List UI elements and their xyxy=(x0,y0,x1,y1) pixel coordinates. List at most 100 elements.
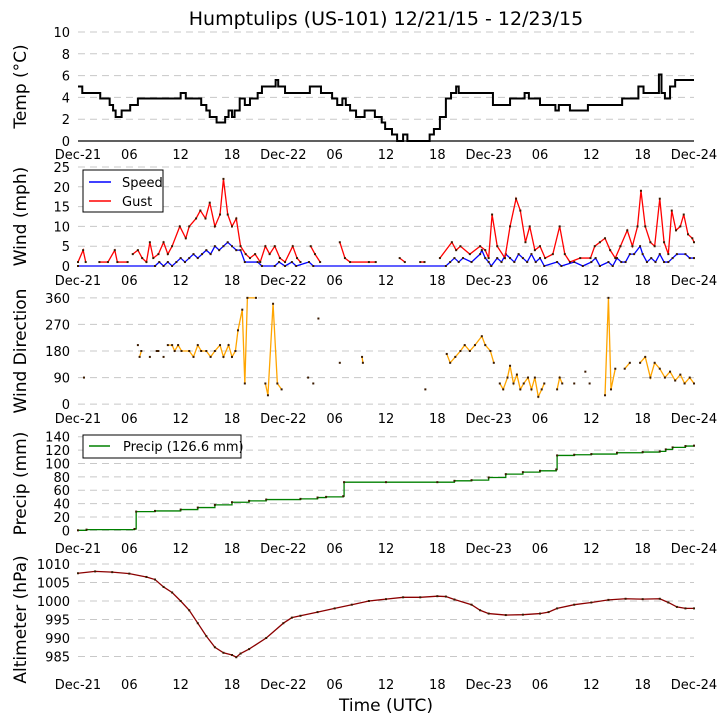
data-point xyxy=(636,225,639,228)
data-point xyxy=(208,201,211,204)
data-point xyxy=(593,245,596,248)
data-point xyxy=(231,245,233,248)
data-point xyxy=(693,241,695,244)
y-tick-label: 10 xyxy=(53,26,70,41)
data-point xyxy=(490,265,493,267)
data-point xyxy=(573,453,576,456)
data-point xyxy=(436,595,439,598)
data-point xyxy=(200,350,203,352)
data-point xyxy=(226,213,229,216)
x-tick-label: 12 xyxy=(583,542,600,557)
data-point xyxy=(607,598,610,601)
data-point xyxy=(628,253,631,256)
data-point xyxy=(235,656,238,659)
data-point xyxy=(526,261,529,264)
series-direction xyxy=(82,296,695,399)
x-tick-label: 18 xyxy=(634,274,651,289)
legend-label: Speed xyxy=(122,176,163,191)
data-point xyxy=(509,257,512,260)
data-point xyxy=(521,613,524,616)
x-tick-label: 06 xyxy=(326,274,343,289)
data-point xyxy=(436,481,439,484)
data-point xyxy=(254,253,257,256)
data-point xyxy=(135,510,138,513)
x-tick-label: Dec-22 xyxy=(260,678,306,693)
x-tick-label: 06 xyxy=(326,542,343,557)
data-point xyxy=(573,603,576,606)
data-point xyxy=(312,265,315,267)
y-tick-label: 2 xyxy=(62,113,70,128)
data-point xyxy=(653,361,656,364)
data-point xyxy=(579,257,582,260)
data-point xyxy=(231,355,233,358)
x-tick-label: 18 xyxy=(224,412,241,427)
data-point xyxy=(236,329,239,332)
data-point xyxy=(98,261,101,264)
series-line xyxy=(604,297,616,396)
data-point xyxy=(581,265,584,267)
y-tick-label: 20 xyxy=(53,511,70,526)
data-point xyxy=(188,257,191,260)
data-point xyxy=(453,479,456,482)
data-point xyxy=(487,612,490,615)
x-tick-label: Dec-21 xyxy=(55,412,101,427)
data-point xyxy=(265,498,268,501)
data-point xyxy=(77,572,79,575)
data-point xyxy=(325,495,328,498)
data-point xyxy=(675,605,678,608)
y-tick-label: 5 xyxy=(62,240,70,255)
data-point xyxy=(284,261,287,264)
data-point xyxy=(522,382,525,385)
data-point xyxy=(468,350,471,352)
data-point xyxy=(639,361,642,364)
data-point xyxy=(183,261,186,264)
data-point xyxy=(171,344,174,347)
data-point xyxy=(667,601,670,604)
data-point xyxy=(543,265,546,267)
data-point xyxy=(419,261,422,264)
data-point xyxy=(628,361,631,364)
data-point xyxy=(192,253,195,256)
data-point xyxy=(547,611,550,614)
data-point xyxy=(374,261,377,264)
y-tick-label: 0 xyxy=(62,398,70,413)
data-point xyxy=(349,261,352,264)
data-point xyxy=(350,603,353,606)
data-point xyxy=(299,497,302,500)
x-tick-label: 18 xyxy=(429,148,446,163)
data-point xyxy=(594,257,597,260)
data-point xyxy=(519,209,522,212)
data-point xyxy=(543,382,546,385)
y-tick-label: 0 xyxy=(62,135,70,150)
data-point xyxy=(530,388,533,391)
data-point xyxy=(244,253,247,256)
data-point xyxy=(162,241,165,244)
data-point xyxy=(419,596,422,599)
data-point xyxy=(693,382,695,385)
legend-label: Gust xyxy=(122,195,152,210)
data-point xyxy=(454,355,457,358)
data-point xyxy=(226,241,229,244)
data-point xyxy=(179,508,182,511)
data-point xyxy=(196,622,199,625)
data-point xyxy=(173,350,176,352)
x-tick-label: 18 xyxy=(224,148,241,163)
data-point xyxy=(241,308,244,311)
y-tick-label: 6 xyxy=(62,70,70,85)
data-point xyxy=(484,344,487,347)
data-point xyxy=(619,245,622,248)
data-point xyxy=(589,257,592,260)
data-point xyxy=(588,382,591,385)
data-point xyxy=(133,527,136,530)
y-tick-label: 270 xyxy=(45,318,70,333)
x-tick-label: 06 xyxy=(121,148,138,163)
data-point xyxy=(84,261,87,264)
data-point xyxy=(658,197,661,200)
data-point xyxy=(533,249,536,252)
y-axis-label: Precip (mm) xyxy=(11,432,31,536)
data-point xyxy=(459,350,462,352)
data-point xyxy=(222,245,225,248)
y-tick-label: 0 xyxy=(62,260,70,275)
x-tick-label: 12 xyxy=(172,678,189,693)
